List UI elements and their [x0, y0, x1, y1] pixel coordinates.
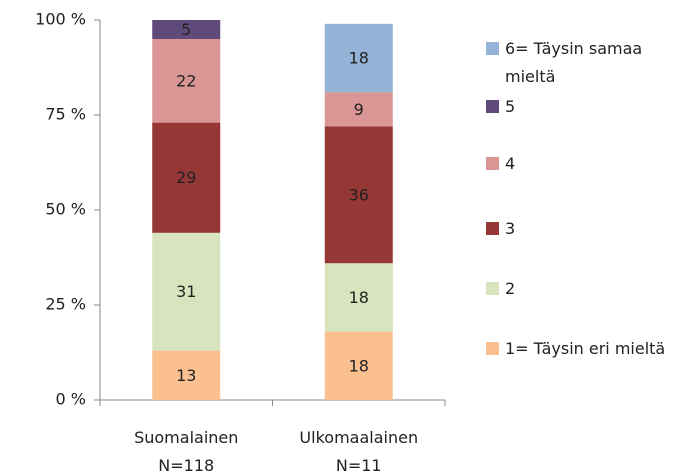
data-label: 13 — [176, 366, 196, 385]
legend-label: 6= Täysin samaa mieltä — [505, 39, 643, 86]
x-tick-label-line: Suomalainen — [134, 428, 238, 447]
y-tick-label: 75 % — [45, 105, 86, 124]
legend-label: 2 — [505, 279, 516, 298]
y-tick-label: 100 % — [35, 10, 86, 29]
legend-label: 1= Täysin eri mieltä — [505, 339, 666, 358]
bar-segment — [152, 350, 221, 400]
bar-segment — [324, 23, 393, 93]
legend-item: 5 — [486, 93, 681, 121]
bar-segment — [152, 20, 221, 39]
bar-segment — [152, 232, 221, 351]
y-tick-label: 50 % — [45, 200, 86, 219]
data-label: 18 — [349, 288, 369, 307]
bar-segment — [324, 331, 393, 400]
bar-segment — [324, 126, 393, 264]
legend-item: 6= Täysin samaa mieltä — [486, 35, 681, 91]
legend-swatch — [486, 222, 499, 235]
bar-segment — [152, 122, 221, 233]
bar-segment — [324, 263, 393, 332]
legend-label: 5 — [505, 97, 516, 116]
x-tick-label: Ulkomaalainen N=11 — [299, 428, 418, 475]
legend-item: 4 — [486, 150, 681, 178]
legend-item: 3 — [486, 215, 681, 243]
bar-segment — [152, 39, 221, 123]
legend-swatch — [486, 157, 499, 170]
legend-swatch — [486, 342, 499, 355]
x-tick-label-line: N=118 — [158, 456, 214, 475]
data-label: 29 — [176, 168, 196, 187]
legend-label: 3 — [505, 219, 516, 238]
y-tick-label: 25 % — [45, 295, 86, 314]
data-label: 9 — [354, 100, 364, 119]
x-tick-label-line: N=11 — [336, 456, 382, 475]
bar-segment — [324, 92, 393, 127]
data-label: 31 — [176, 282, 196, 301]
data-label: 18 — [349, 356, 369, 375]
x-tick-label: Suomalainen N=118 — [134, 428, 238, 475]
data-label: 22 — [176, 71, 196, 90]
legend-swatch — [486, 100, 499, 113]
data-label: 36 — [349, 185, 369, 204]
data-label: 18 — [349, 49, 369, 68]
x-tick-label-line: Ulkomaalainen — [299, 428, 418, 447]
legend-label: 4 — [505, 154, 516, 173]
legend-swatch — [486, 42, 499, 55]
legend-swatch — [486, 282, 499, 295]
legend-item: 1= Täysin eri mieltä — [486, 335, 681, 363]
data-label: 5 — [181, 20, 191, 39]
y-tick-label: 0 % — [56, 390, 86, 409]
legend-item: 2 — [486, 275, 681, 303]
